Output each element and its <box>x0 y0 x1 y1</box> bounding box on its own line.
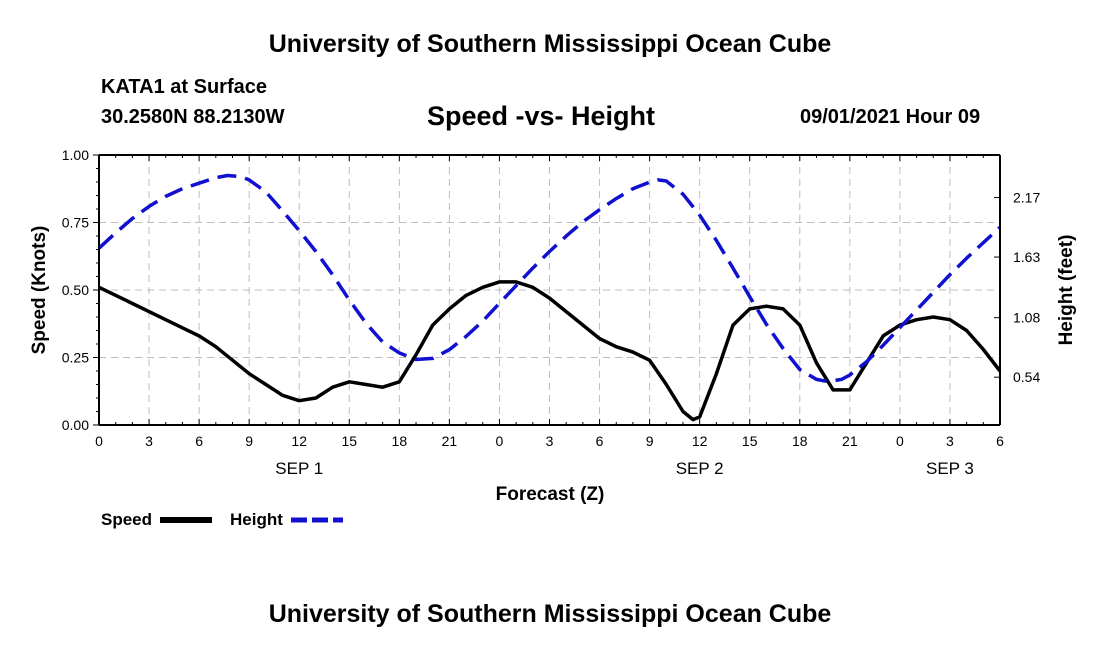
x-tick-label: 15 <box>742 433 758 449</box>
x-tick-label: 12 <box>291 433 307 449</box>
x-tick-label: 0 <box>95 433 103 449</box>
x-tick-label: 3 <box>946 433 954 449</box>
y-tick-label: 0.75 <box>62 215 89 231</box>
chart-title: Speed -vs- Height <box>427 101 656 131</box>
y-tick-label: 1.00 <box>62 147 89 163</box>
y-tick-label: 0.00 <box>62 417 89 433</box>
legend: Speed Height <box>101 510 343 529</box>
x-tick-label: 15 <box>341 433 357 449</box>
speed-series-line <box>98 280 1002 422</box>
y2-tick-label: 2.17 <box>1013 190 1040 206</box>
y2-tick-label: 0.54 <box>1013 369 1040 385</box>
day-label: SEP 2 <box>676 459 724 478</box>
x-tick-label: 21 <box>842 433 858 449</box>
x-tick-label: 9 <box>245 433 253 449</box>
x-tick-label: 21 <box>442 433 458 449</box>
y-tick-label: 0.50 <box>62 282 89 298</box>
x-axis-title: Forecast (Z) <box>496 484 605 505</box>
x-tick-label: 6 <box>596 433 604 449</box>
x-tick-label: 3 <box>145 433 153 449</box>
x-tick-label: 9 <box>646 433 654 449</box>
x-tick-label: 0 <box>896 433 904 449</box>
forecast-datetime: 09/01/2021 Hour 09 <box>800 106 981 128</box>
y2-tick-label: 1.63 <box>1013 249 1040 265</box>
series-layer <box>97 173 1002 422</box>
x-tick-label: 6 <box>195 433 203 449</box>
y-tick-label: 0.25 <box>62 350 89 366</box>
legend-speed-label: Speed <box>101 510 152 529</box>
day-label: SEP 3 <box>926 459 974 478</box>
y2-axis-title: Height (feet) <box>1056 235 1077 346</box>
axis-labels: 0 3 6 9 12 15 18 21 0 3 6 9 12 15 18 21 0 3 6 0.00 0.25 0.50 0… <box>29 147 1077 505</box>
x-tick-label: 18 <box>392 433 408 449</box>
legend-height-label: Height <box>230 510 283 529</box>
axes <box>93 154 1001 426</box>
height-series-line <box>97 173 1002 384</box>
grid <box>99 155 1000 425</box>
y-axis-title: Speed (Knots) <box>29 226 50 355</box>
x-tick-label: 3 <box>546 433 554 449</box>
page-title: University of Southern Mississippi Ocean… <box>268 30 832 58</box>
station-label: KATA1 at Surface <box>101 76 267 98</box>
x-tick-label: 0 <box>496 433 504 449</box>
x-tick-label: 12 <box>692 433 708 449</box>
day-label: SEP 1 <box>275 459 323 478</box>
x-tick-label: 18 <box>792 433 808 449</box>
footer-title: University of Southern Mississippi Ocean… <box>268 600 832 628</box>
station-coordinates: 30.2580N 88.2130W <box>101 106 285 128</box>
x-tick-label: 6 <box>996 433 1004 449</box>
y2-tick-label: 1.08 <box>1013 310 1040 326</box>
